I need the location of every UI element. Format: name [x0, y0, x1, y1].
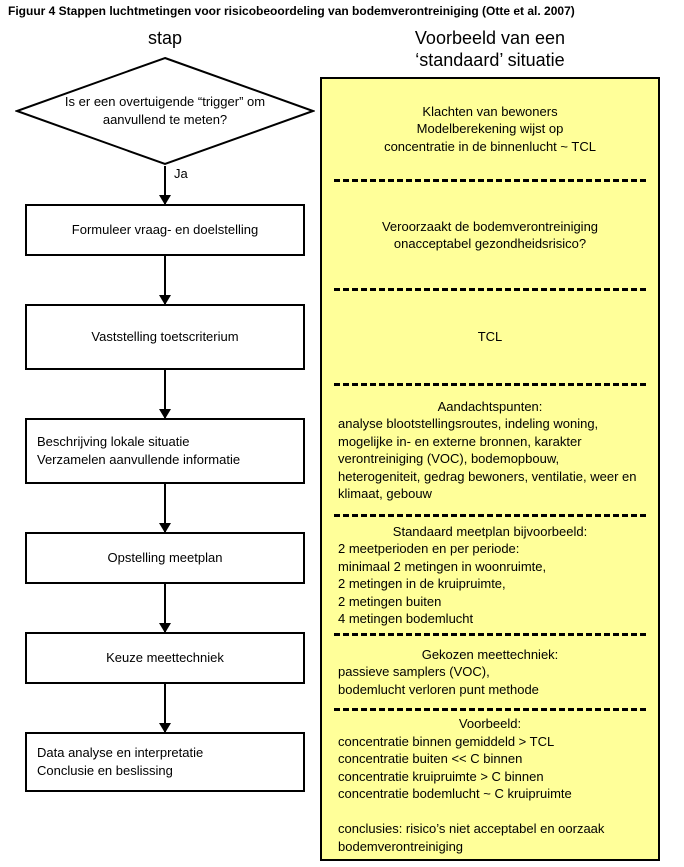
flow-step-vraag: Formuleer vraag- en doelstelling — [25, 204, 305, 256]
example-cell-body: concentratie binnen gemiddeld > TCL conc… — [338, 733, 642, 856]
columns: stap Is er een overtuigende “trigger” om… — [0, 28, 684, 861]
example-cell-heading: Aandachtspunten: — [338, 398, 642, 416]
example-cell-r4: Aandachtspunten:analyse blootstellingsro… — [334, 386, 646, 514]
flow-step-lokaal: Beschrijving lokale situatie Verzamelen … — [25, 418, 305, 484]
left-col-title: stap — [148, 28, 182, 50]
flow-decision-text: Is er een overtuigende “trigger” om aanv… — [65, 93, 265, 128]
example-cell-body: 2 meetperioden en per periode: minimaal … — [338, 540, 642, 628]
example-cell-body: analyse blootstellingsroutes, indeling w… — [338, 415, 642, 503]
flow-arrow — [164, 684, 166, 732]
flow-arrow: Ja — [164, 166, 166, 204]
flow-arrow — [164, 484, 166, 532]
example-cell-r7: Voorbeeld:concentratie binnen gemiddeld … — [334, 711, 646, 859]
flow-decision-trigger: Is er een overtuigende “trigger” om aanv… — [15, 56, 315, 166]
flowchart-host: Is er een overtuigende “trigger” om aanv… — [15, 56, 315, 792]
example-cell-r5: Standaard meetplan bijvoorbeeld:2 meetpe… — [334, 517, 646, 633]
example-cell-heading: Gekozen meettechniek: — [338, 646, 642, 664]
flow-step-techniek: Keuze meettechniek — [25, 632, 305, 684]
flowchart-column: stap Is er een overtuigende “trigger” om… — [10, 28, 320, 861]
example-column: Voorbeeld van een ‘standaard’ situatie K… — [320, 28, 660, 861]
example-cell-heading: Standaard meetplan bijvoorbeeld: — [338, 523, 642, 541]
flow-step-meetplan: Opstelling meetplan — [25, 532, 305, 584]
example-cell-r2: Veroorzaakt de bodemverontreiniging onac… — [334, 182, 646, 288]
example-cell-r1: Klachten van bewoners Modelberekening wi… — [334, 79, 646, 179]
example-cell-r6: Gekozen meettechniek:passieve samplers (… — [334, 636, 646, 708]
example-cell-body: passieve samplers (VOC), bodemlucht verl… — [338, 663, 642, 698]
flow-arrow — [164, 256, 166, 304]
flow-step-toets: Vaststelling toetscriterium — [25, 304, 305, 370]
example-box: Klachten van bewoners Modelberekening wi… — [320, 77, 660, 861]
flow-step-conclusie: Data analyse en interpretatie Conclusie … — [25, 732, 305, 792]
flow-arrow — [164, 370, 166, 418]
flow-arrow — [164, 584, 166, 632]
flow-arrow-label-ja: Ja — [174, 166, 188, 181]
example-cell-r3: TCL — [334, 291, 646, 383]
example-cell-heading: Voorbeeld: — [338, 715, 642, 733]
right-col-title: Voorbeeld van een ‘standaard’ situatie — [415, 28, 565, 71]
figure-title: Figuur 4 Stappen luchtmetingen voor risi… — [0, 0, 684, 28]
